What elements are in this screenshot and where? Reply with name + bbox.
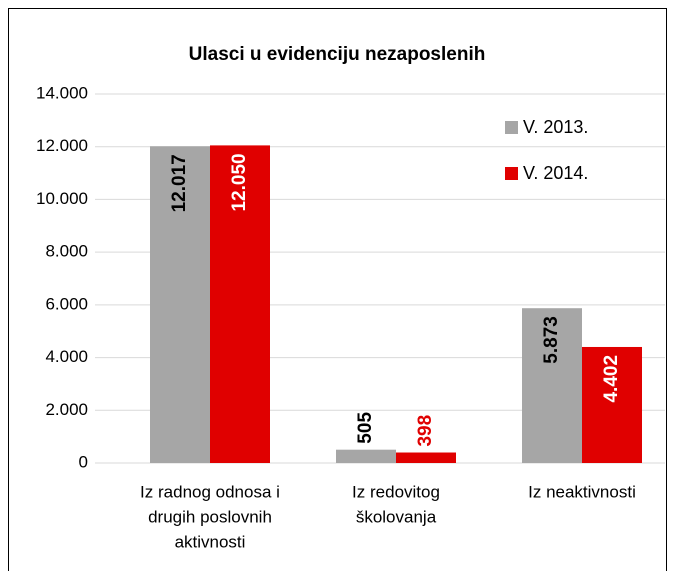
y-tick-label: 0 [79,452,88,471]
y-tick-label: 2.000 [45,400,88,419]
y-tick-label: 4.000 [45,347,88,366]
bar [336,449,396,463]
y-tick-label: 8.000 [45,242,88,261]
value-label: 5.873 [541,316,562,364]
y-tick-label: 14.000 [36,83,88,102]
y-tick-label: 6.000 [45,294,88,313]
value-label: 12.017 [169,154,190,212]
x-tick-label: Iz redovitog [352,482,440,501]
x-tick-label: Iz neaktivnosti [528,482,636,501]
bar [582,346,642,463]
legend-swatch [505,121,518,134]
y-tick-label: 12.000 [36,136,88,155]
value-label: 12.050 [229,153,250,211]
x-tick-label: školovanja [356,507,437,526]
legend-swatch [505,167,518,180]
y-tick-label: 10.000 [36,189,88,208]
bar [150,146,210,463]
x-tick-label: drugih poslovnih [148,507,272,526]
bar [210,145,270,463]
chart-border [8,8,667,571]
chart-title: Ulasci u evidenciju nezaposlenih [189,44,486,65]
bar [522,308,582,463]
x-tick-label: Iz radnog odnosa i [140,482,280,501]
legend-label: V. 2014. [523,163,588,183]
value-label: 505 [355,412,376,444]
x-tick-label: aktivnosti [175,532,246,551]
bar [396,452,456,463]
value-label: 398 [415,415,436,447]
value-label: 4.402 [601,355,622,403]
legend-label: V. 2013. [523,117,588,137]
